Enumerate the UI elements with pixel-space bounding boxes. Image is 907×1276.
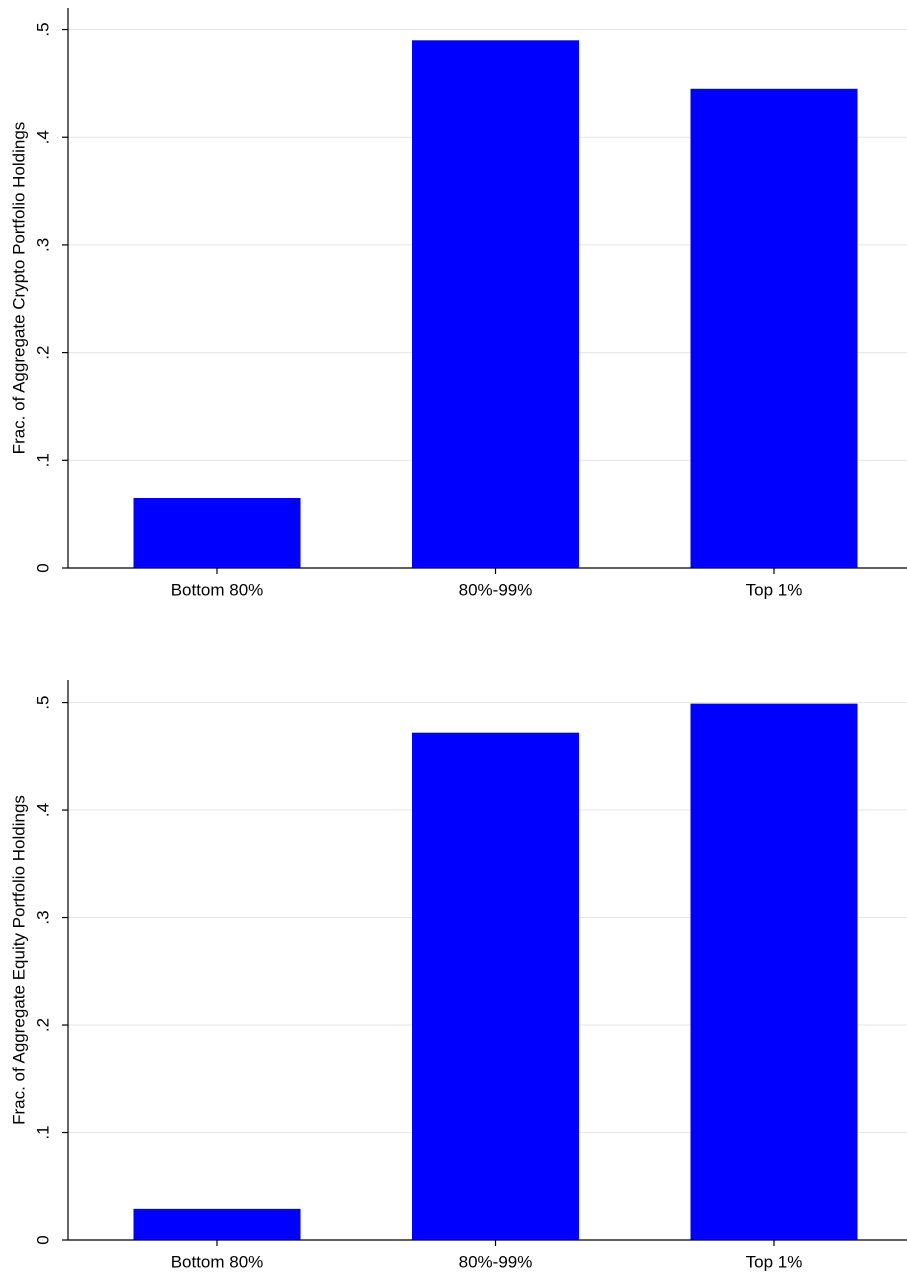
y-tick-label: .4 (33, 803, 52, 817)
y-tick-label: .5 (33, 695, 52, 709)
bar (133, 498, 301, 568)
y-axis-label: Frac. of Aggregate Crypto Portfolio Hold… (9, 122, 28, 455)
y-tick-label: .5 (33, 22, 52, 36)
bar (690, 88, 858, 569)
y-tick-label: .3 (33, 910, 52, 924)
y-axis-label: Frac. of Aggregate Equity Portfolio Hold… (9, 795, 28, 1125)
y-tick-label: .4 (33, 130, 52, 144)
bar (412, 40, 579, 569)
x-tick-label: 80%-99% (459, 1252, 533, 1271)
y-tick-label: 0 (33, 1235, 52, 1244)
bar (412, 732, 579, 1240)
bar (133, 1208, 301, 1240)
x-tick-label: Bottom 80% (171, 580, 264, 599)
x-tick-label: 80%-99% (459, 580, 533, 599)
x-tick-label: Top 1% (746, 580, 803, 599)
y-tick-label: .2 (33, 1018, 52, 1032)
bar (690, 703, 858, 1240)
x-tick-label: Top 1% (746, 1252, 803, 1271)
y-tick-label: 0 (33, 563, 52, 572)
y-tick-label: .2 (33, 346, 52, 360)
y-tick-label: .1 (33, 453, 52, 467)
x-tick-label: Bottom 80% (171, 1252, 264, 1271)
y-tick-label: .3 (33, 238, 52, 252)
y-tick-label: .1 (33, 1125, 52, 1139)
